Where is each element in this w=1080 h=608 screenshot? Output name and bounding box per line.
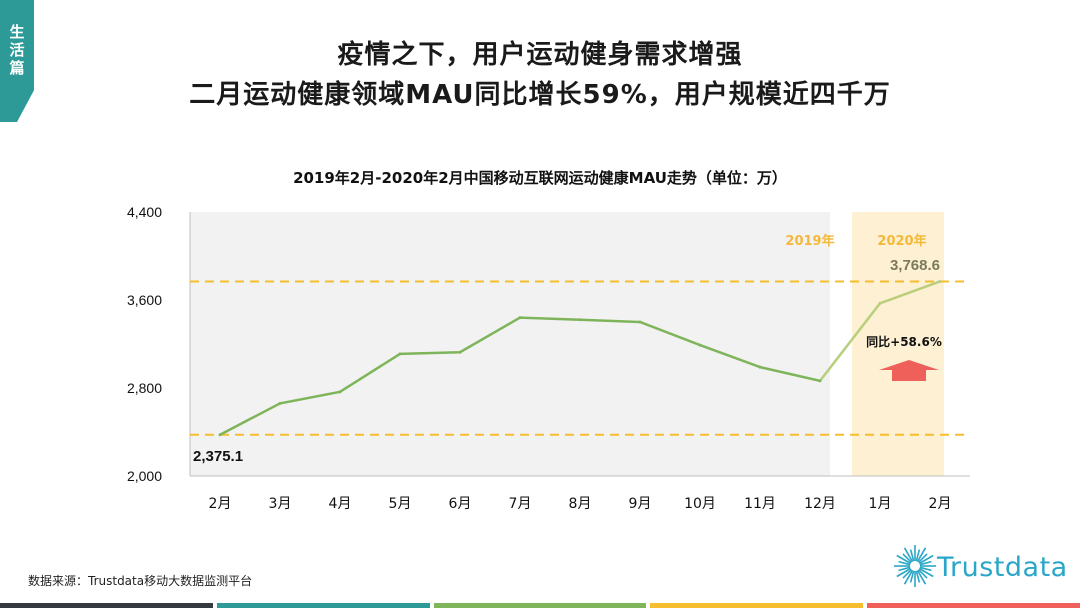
data-point [698, 343, 702, 347]
data-point [758, 365, 762, 369]
x-tick-label: 7月 [509, 496, 532, 512]
logo-ray [919, 560, 932, 566]
y-tick-label: 2,800 [127, 380, 162, 396]
logo-ray [903, 569, 914, 585]
growth-arrow-icon [879, 360, 939, 381]
band-2020 [852, 212, 944, 476]
logo-burst-icon [894, 545, 936, 587]
bottom-bar-segment [650, 603, 864, 608]
y-tick-label: 4,400 [127, 204, 162, 220]
x-tick-label: 10月 [684, 496, 716, 512]
logo-ray [903, 547, 914, 563]
data-point [878, 301, 882, 305]
x-tick-label: 12月 [804, 496, 836, 512]
y-tick-label: 2,000 [127, 468, 162, 484]
trustdata-logo: Trustdata [893, 536, 1068, 592]
logo-ray [916, 569, 927, 585]
period-label-2019: 2019年 [785, 233, 834, 249]
logo-ray [915, 549, 921, 562]
period-label-2020: 2020年 [877, 233, 926, 249]
x-tick-label: 2月 [929, 496, 952, 512]
bottom-bar-segment [867, 603, 1080, 608]
logo-ray [918, 554, 934, 565]
source-note: 数据来源：Trustdata移动大数据监测平台 [28, 574, 253, 588]
headline-line2: 二月运动健康领域MAU同比增长59%，用户规模近四千万 [189, 80, 891, 110]
start-value-label: 2,375.1 [193, 448, 243, 465]
headline-line1: 疫情之下，用户运动健身需求增强 [337, 40, 743, 70]
x-tick-label: 5月 [389, 496, 412, 512]
data-point [218, 433, 222, 437]
x-tick-label: 6月 [449, 496, 472, 512]
band-2019 [190, 212, 830, 476]
logo-ray [915, 570, 921, 583]
logo-ray [919, 566, 932, 572]
logo-ray [896, 554, 912, 565]
logo-ray [898, 560, 911, 566]
data-point [518, 316, 522, 320]
data-point [398, 352, 402, 356]
growth-label: 同比+58.6% [866, 334, 942, 349]
logo-ray [902, 568, 913, 579]
logo-ray [902, 553, 913, 564]
logo-ray [909, 549, 915, 562]
end-value-label: 3,768.6 [890, 257, 940, 274]
logo-ray [917, 568, 928, 579]
x-tick-label: 1月 [869, 496, 892, 512]
logo-ray [909, 570, 915, 583]
bottom-color-bar [0, 603, 1080, 608]
section-tab-label: 生 活 篇 [9, 24, 25, 77]
bottom-bar-segment [433, 603, 647, 608]
data-point [458, 350, 462, 354]
data-point [278, 401, 282, 405]
data-point [638, 320, 642, 324]
logo-ray [918, 567, 934, 578]
bottom-bar-segment [216, 603, 430, 608]
section-tab: 生 活 篇 [0, 0, 34, 122]
x-tick-label: 3月 [269, 496, 292, 512]
logo-ray [917, 553, 928, 564]
data-point [818, 379, 822, 383]
logo-ray [916, 547, 927, 563]
data-point [338, 390, 342, 394]
x-tick-label: 8月 [569, 496, 592, 512]
y-tick-label: 3,600 [127, 292, 162, 308]
logo-text: Trustdata [937, 552, 1068, 583]
logo-ray [898, 566, 911, 572]
x-tick-label: 11月 [744, 496, 776, 512]
x-tick-label: 9月 [629, 496, 652, 512]
bottom-bar-segment [0, 603, 213, 608]
chart-title: 2019年2月-2020年2月中国移动互联网运动健康MAU走势（单位：万） [293, 169, 787, 187]
logo-ray [896, 567, 912, 578]
x-tick-label: 4月 [329, 496, 352, 512]
data-point [938, 279, 942, 283]
x-tick-label: 2月 [209, 496, 232, 512]
data-point [578, 318, 582, 322]
